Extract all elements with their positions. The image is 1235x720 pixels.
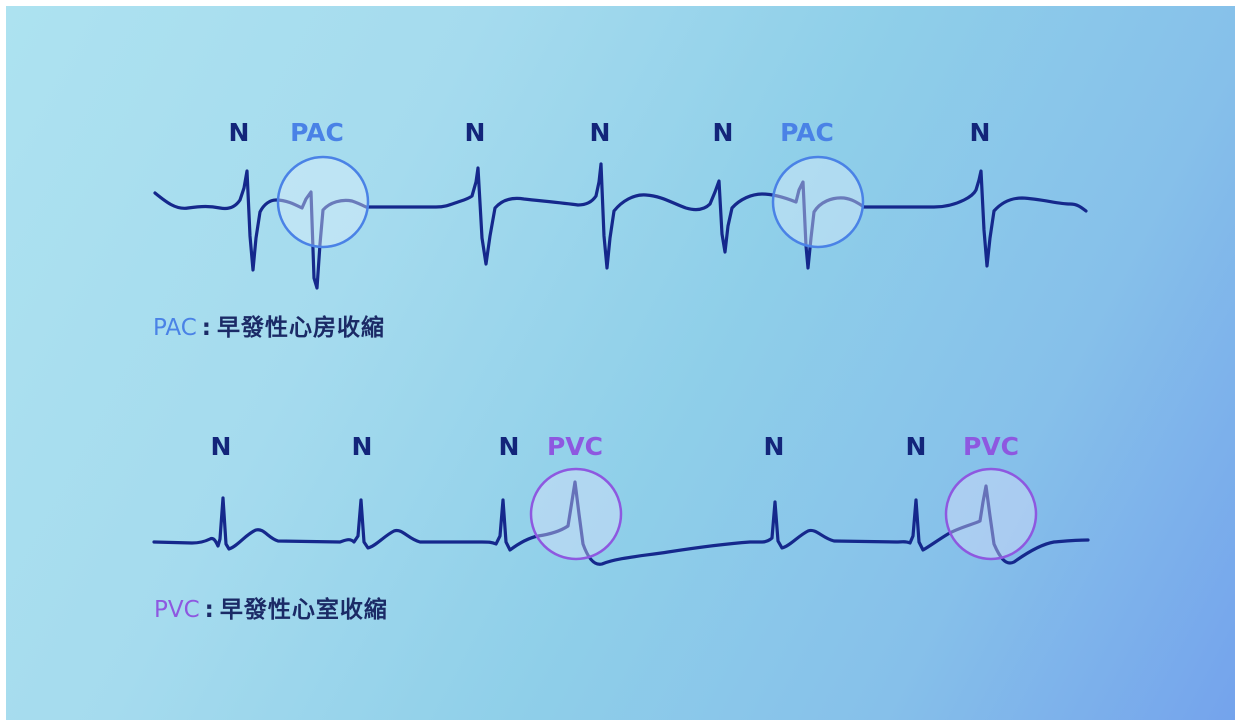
ecg-svg: N PAC N N N PAC N PAC: 早發性心房收縮 N N N PVC … bbox=[152, 118, 1090, 623]
beat-label-pvc-strip-2: N bbox=[352, 432, 373, 461]
pac-legend-description: 早發性心房收縮 bbox=[217, 314, 385, 341]
pac-highlight-circle bbox=[771, 155, 865, 249]
beat-label-pac-strip-3: N bbox=[465, 118, 486, 147]
pvc-legend-separator: : bbox=[205, 597, 214, 623]
pac-legend: PAC: 早發性心房收縮 bbox=[153, 314, 385, 341]
pvc-strip: N N N PVC N N PVC PVC: 早發性心室收縮 bbox=[152, 432, 1090, 623]
pvc-highlight-circle bbox=[529, 467, 623, 561]
beat-label-pvc-strip-5: N bbox=[764, 432, 785, 461]
pvc-legend-description: 早發性心室收縮 bbox=[220, 596, 388, 623]
beat-label-pvc-strip-6: N bbox=[906, 432, 927, 461]
beat-label-pvc-strip-1: N bbox=[211, 432, 232, 461]
pvc-legend-abbr: PVC bbox=[154, 597, 200, 623]
pvc-highlight-circle bbox=[944, 467, 1038, 561]
pac-strip: N PAC N N N PAC N PAC: 早發性心房收縮 bbox=[153, 118, 1088, 341]
beat-label-pac-strip-2: PAC bbox=[290, 118, 344, 147]
beat-label-pvc-strip-4: PVC bbox=[547, 432, 603, 461]
beat-label-pvc-strip-7: PVC bbox=[963, 432, 1019, 461]
pac-highlight-circle bbox=[276, 155, 370, 249]
beat-label-pac-strip-5: N bbox=[713, 118, 734, 147]
pac-legend-separator: : bbox=[202, 315, 211, 341]
beat-label-pac-strip-6: PAC bbox=[780, 118, 834, 147]
beat-label-pac-strip-1: N bbox=[229, 118, 250, 147]
pac-legend-abbr: PAC bbox=[153, 315, 197, 341]
pvc-legend: PVC: 早發性心室收縮 bbox=[154, 596, 388, 623]
beat-label-pac-strip-4: N bbox=[590, 118, 611, 147]
ecg-illustration: N PAC N N N PAC N PAC: 早發性心房收縮 N N N PVC … bbox=[6, 6, 1235, 720]
beat-label-pvc-strip-3: N bbox=[499, 432, 520, 461]
beat-label-pac-strip-7: N bbox=[970, 118, 991, 147]
